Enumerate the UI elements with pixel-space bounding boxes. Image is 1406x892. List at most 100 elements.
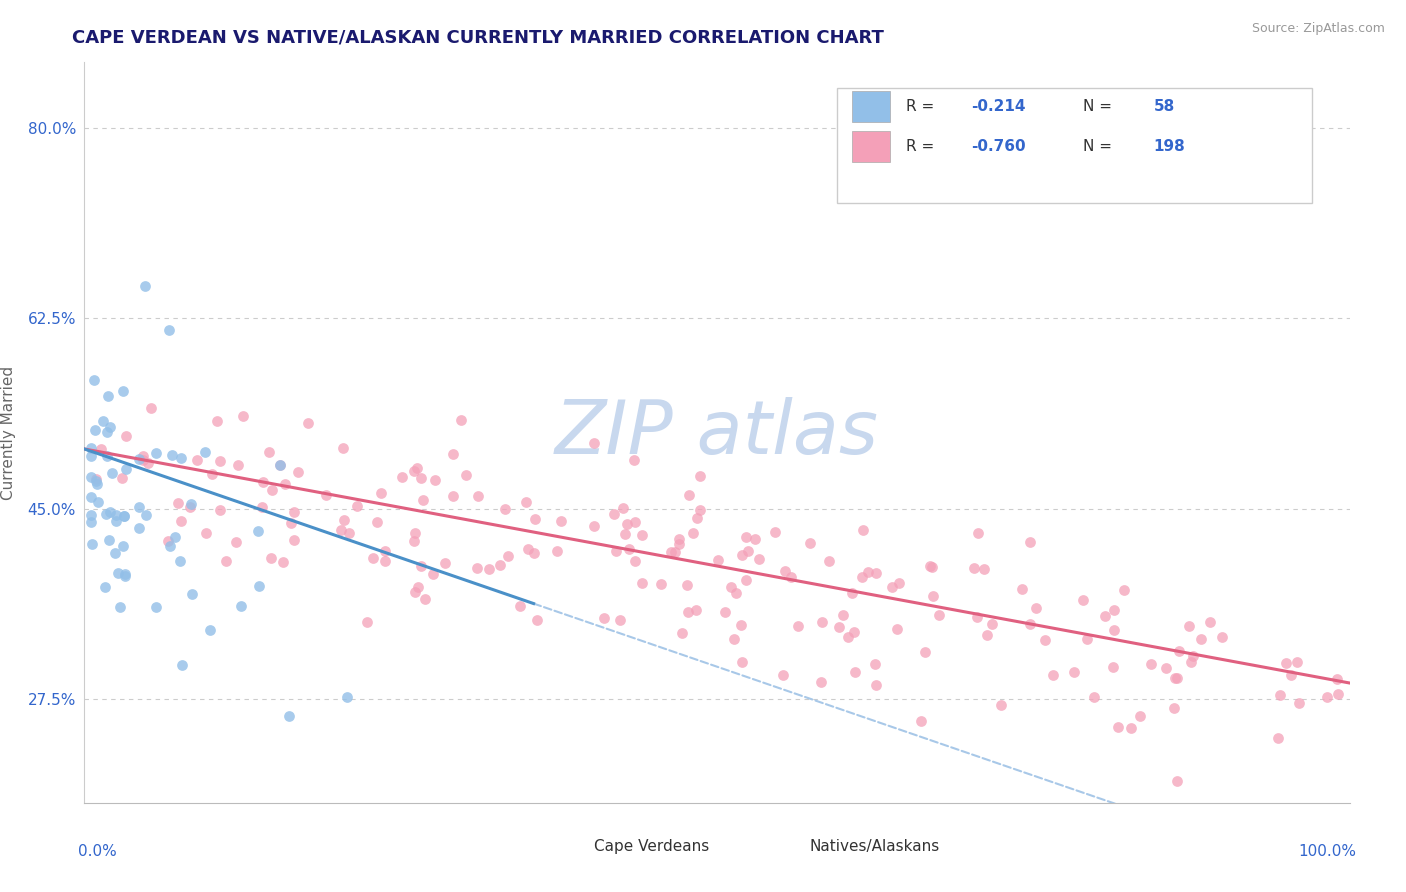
Point	[689, 468, 711, 483]
Point	[865, 566, 887, 580]
Point	[630, 528, 652, 542]
Point	[981, 617, 1004, 632]
Point	[179, 500, 201, 514]
Point	[889, 576, 911, 591]
Text: 58: 58	[1154, 99, 1175, 113]
Point	[156, 534, 179, 549]
Point	[83, 423, 105, 437]
Point	[1025, 601, 1047, 615]
Point	[592, 611, 614, 625]
Point	[404, 584, 426, 599]
Point	[623, 554, 645, 568]
Point	[631, 576, 654, 591]
Point	[82, 536, 104, 550]
Text: ZIP atlas: ZIP atlas	[555, 397, 879, 468]
Point	[725, 586, 748, 600]
Point	[668, 532, 690, 546]
Point	[257, 445, 280, 459]
Point	[962, 560, 984, 574]
FancyBboxPatch shape	[852, 91, 890, 121]
Point	[465, 560, 488, 574]
Point	[494, 501, 516, 516]
Point	[84, 474, 107, 488]
Point	[616, 517, 638, 532]
Point	[689, 503, 711, 517]
Point	[229, 599, 252, 614]
Point	[329, 523, 352, 537]
Point	[928, 608, 950, 623]
Point	[79, 470, 103, 484]
Point	[135, 508, 157, 522]
Text: N =: N =	[1083, 139, 1116, 154]
Point	[1268, 688, 1291, 702]
Point	[524, 511, 547, 525]
Point	[1104, 603, 1126, 617]
Point	[623, 453, 645, 467]
Point	[730, 548, 752, 562]
Point	[252, 500, 274, 514]
Point	[423, 473, 446, 487]
Point	[910, 714, 932, 729]
Point	[676, 578, 699, 592]
Point	[278, 708, 301, 723]
Point	[84, 472, 107, 486]
Point	[1083, 690, 1105, 705]
Point	[763, 524, 786, 539]
Point	[112, 508, 135, 523]
Point	[100, 504, 122, 518]
Point	[1140, 657, 1163, 671]
Point	[159, 539, 181, 553]
Point	[114, 566, 136, 581]
Text: Source: ZipAtlas.com: Source: ZipAtlas.com	[1251, 22, 1385, 36]
Point	[922, 590, 945, 604]
Point	[609, 613, 631, 627]
Point	[1199, 615, 1222, 630]
Point	[195, 525, 218, 540]
Point	[1011, 582, 1033, 597]
Point	[856, 565, 879, 579]
Point	[346, 500, 368, 514]
Point	[111, 539, 134, 553]
Point	[664, 545, 686, 559]
Point	[115, 428, 138, 442]
Point	[973, 562, 995, 576]
Point	[79, 441, 103, 455]
Point	[105, 514, 128, 528]
Point	[990, 698, 1012, 713]
Point	[366, 515, 388, 529]
Point	[841, 586, 863, 600]
Point	[1327, 687, 1350, 701]
Point	[730, 617, 752, 632]
Point	[336, 690, 359, 704]
Point	[332, 441, 354, 455]
Point	[546, 544, 568, 558]
Point	[810, 615, 832, 630]
Point	[246, 524, 269, 539]
Point	[165, 530, 187, 544]
Point	[128, 500, 150, 514]
Point	[1033, 632, 1056, 647]
Point	[706, 553, 728, 567]
Point	[413, 592, 436, 607]
Point	[181, 587, 204, 601]
FancyBboxPatch shape	[852, 131, 890, 162]
Point	[200, 623, 222, 637]
Point	[810, 675, 832, 690]
Point	[1076, 632, 1098, 647]
Text: R =: R =	[905, 99, 939, 113]
Point	[97, 389, 120, 403]
Point	[914, 645, 936, 659]
Point	[918, 558, 941, 573]
Point	[194, 445, 217, 459]
Point	[273, 555, 295, 569]
Point	[1167, 643, 1189, 657]
Point	[409, 471, 432, 485]
Point	[1285, 655, 1308, 669]
Point	[405, 460, 427, 475]
Point	[1181, 648, 1204, 663]
Point	[1112, 582, 1135, 597]
FancyBboxPatch shape	[775, 838, 797, 856]
Point	[80, 515, 103, 529]
Point	[779, 570, 801, 584]
Point	[374, 554, 396, 568]
